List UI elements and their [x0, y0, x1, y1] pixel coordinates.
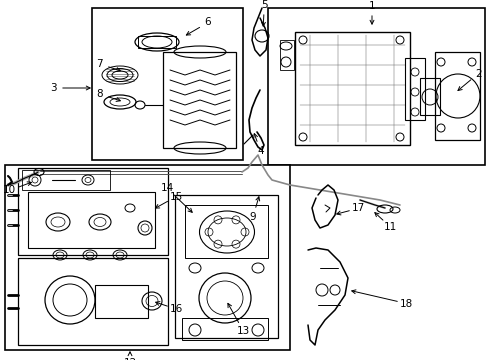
- Text: 4: 4: [257, 145, 263, 156]
- Bar: [175, 195, 278, 338]
- Bar: [92, 8, 243, 160]
- Bar: [22, 170, 110, 190]
- Text: 6: 6: [204, 18, 211, 27]
- Bar: [294, 32, 409, 145]
- Text: 9: 9: [249, 212, 256, 222]
- Bar: [138, 36, 176, 48]
- Text: 18: 18: [399, 298, 412, 309]
- Text: 12: 12: [123, 358, 136, 360]
- Text: 5: 5: [261, 0, 267, 10]
- Bar: [182, 318, 267, 340]
- Bar: [434, 52, 479, 140]
- Text: 13: 13: [236, 326, 249, 336]
- Text: 7: 7: [96, 59, 102, 69]
- Text: 16: 16: [170, 304, 183, 314]
- Text: 15: 15: [169, 192, 183, 202]
- Bar: [419, 78, 439, 115]
- Bar: [280, 40, 293, 70]
- Bar: [163, 52, 236, 148]
- Text: 3: 3: [50, 83, 56, 93]
- Text: 2: 2: [474, 68, 481, 78]
- Text: 14: 14: [160, 183, 173, 193]
- Bar: [404, 58, 424, 120]
- Bar: [18, 258, 168, 345]
- Bar: [18, 168, 168, 255]
- Bar: [28, 192, 155, 248]
- Bar: [184, 205, 267, 258]
- Bar: [267, 8, 484, 165]
- Text: 10: 10: [3, 185, 16, 195]
- Text: 17: 17: [351, 203, 365, 213]
- Text: 8: 8: [96, 89, 102, 99]
- Bar: [95, 285, 148, 318]
- Bar: [5, 165, 289, 350]
- Text: 11: 11: [383, 222, 396, 232]
- Text: 1: 1: [368, 1, 375, 11]
